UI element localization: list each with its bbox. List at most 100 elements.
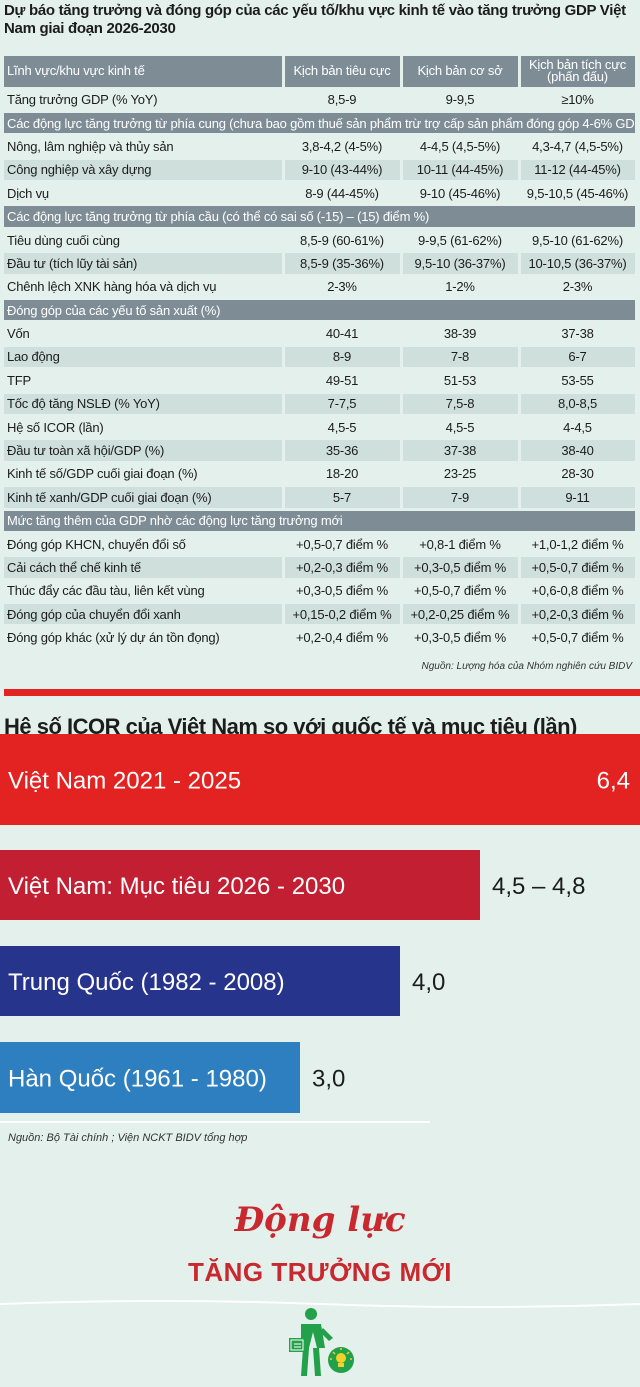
bar-1 bbox=[0, 850, 480, 920]
row-label: Chênh lệch XNK hàng hóa và dịch vụ bbox=[4, 275, 285, 301]
row-label: Công nghiệp và xây dựng bbox=[4, 158, 285, 184]
row-label: Tốc độ tăng NSLĐ (% YoY) bbox=[4, 392, 285, 417]
cell-base: 1-2% bbox=[401, 275, 521, 301]
cell-negative: +0,2-0,4 điểm % bbox=[283, 625, 403, 651]
value-label: 3,0 bbox=[312, 1066, 345, 1093]
cell-base: +0,3-0,5 điểm % bbox=[401, 625, 521, 651]
cell-negative: +0,3-0,5 điểm % bbox=[283, 579, 403, 605]
table-row: Công nghiệp và xây dựng 9-10 (43-44%) 10-1… bbox=[4, 158, 638, 184]
icor-bar-chart: Việt Nam 2021 - 2025 6,4 Việt Nam: Mục tiê… bbox=[0, 734, 640, 1123]
row-label: Kinh tế xanh/GDP cuối giai đoạn (%) bbox=[4, 485, 285, 511]
cell-base: 4-4,5 (4,5-5%) bbox=[401, 134, 521, 160]
cell-positive: 4,3-4,7 (4,5-5%) bbox=[519, 134, 638, 160]
cell-base: 51-53 bbox=[401, 368, 521, 394]
header-positive-scenario: Kịch bản tích cực (phấn đấu) bbox=[519, 56, 638, 90]
chart-source: Nguồn: Bộ Tài chính ; Viện NCKT BIDV tổn… bbox=[8, 1132, 248, 1144]
cell-base: 10-11 (44-45%) bbox=[401, 158, 521, 184]
header-negative-scenario: Kịch bản tiêu cực bbox=[283, 56, 403, 90]
cell-positive: +0,2-0,3 điểm % bbox=[519, 602, 638, 628]
red-divider bbox=[4, 689, 640, 696]
table-row: Thúc đẩy các đầu tàu, liên kết vùng +0,3-… bbox=[4, 579, 638, 605]
businessman-lightbulb-icon bbox=[289, 1308, 354, 1376]
cell-negative: 8,5-9 (35-36%) bbox=[283, 251, 403, 277]
cell-base: 4,5-5 bbox=[401, 415, 521, 441]
cell-positive: +0,5-0,7 điểm % bbox=[519, 555, 638, 581]
header-sector: Lĩnh vực/khu vực kinh tế bbox=[4, 56, 285, 90]
table-header-row: Lĩnh vực/khu vực kinh tế Kịch bản tiêu c… bbox=[4, 56, 638, 90]
cell-positive: 6-7 bbox=[519, 345, 638, 371]
cell-negative: 49-51 bbox=[283, 368, 403, 394]
footer-title-line1: Động lực bbox=[234, 1200, 406, 1240]
value-label: 4,0 bbox=[412, 969, 445, 996]
table-row: Chênh lệch XNK hàng hóa và dịch vụ 2-3% 1-… bbox=[4, 275, 638, 301]
row-label: Thúc đẩy các đầu tàu, liên kết vùng bbox=[4, 579, 285, 605]
row-label: Dịch vụ bbox=[4, 181, 285, 207]
table-row: Tiêu dùng cuối cùng 8,5-9 (60-61%) 9-9,5 (… bbox=[4, 228, 638, 254]
row-label: Đóng góp KHCN, chuyển đổi số bbox=[4, 532, 285, 558]
row-label: Đóng góp của chuyển đổi xanh bbox=[4, 602, 285, 628]
row-label: Vốn bbox=[4, 321, 285, 347]
cell-negative: 18-20 bbox=[283, 462, 403, 488]
section-header-row: Các động lực tăng trưởng từ phía cầu (có… bbox=[4, 204, 638, 230]
cell-negative: 35-36 bbox=[283, 438, 403, 464]
table-row: Đóng góp của chuyển đổi xanh +0,15-0,2 đi… bbox=[4, 602, 638, 628]
cell-negative: 5-7 bbox=[283, 485, 403, 511]
cell-positive: 2-3% bbox=[519, 275, 638, 301]
table-row: Tăng trưởng GDP (% YoY) 8,5-9 9-9,5 ≥10% bbox=[4, 88, 638, 113]
row-label: Cải cách thể chế kinh tế bbox=[4, 555, 285, 581]
table-row: Cải cách thể chế kinh tế +0,2-0,3 điểm % +… bbox=[4, 555, 638, 581]
category-label: Việt Nam 2021 - 2025 bbox=[8, 768, 241, 795]
cell-negative: 40-41 bbox=[283, 321, 403, 347]
forecast-table: Lĩnh vực/khu vực kinh tế Kịch bản tiêu c… bbox=[4, 56, 638, 651]
cell-base: 9-9,5 bbox=[401, 88, 521, 113]
cell-base: 7-9 bbox=[401, 485, 521, 511]
section-header-row: Đóng góp của các yếu tố sản xuất (%) bbox=[4, 298, 638, 324]
header-positive-line2: (phấn đấu) bbox=[547, 69, 608, 85]
footer-title-line2: TĂNG TRƯỞNG MỚI bbox=[187, 1257, 453, 1287]
cell-base: +0,5-0,7 điểm % bbox=[401, 579, 521, 605]
cell-positive: ≥10% bbox=[519, 88, 638, 113]
row-label: Tăng trưởng GDP (% YoY) bbox=[4, 88, 285, 113]
cell-base: 9-9,5 (61-62%) bbox=[401, 228, 521, 254]
table-row: Đầu tư toàn xã hội/GDP (%) 35-36 37-38 38-4… bbox=[4, 438, 638, 464]
table-row: Dịch vụ 8-9 (44-45%) 9-10 (45-46%) 9,5-10,5… bbox=[4, 181, 638, 207]
section-header-row: Mức tăng thêm của GDP nhờ các động lực t… bbox=[4, 509, 638, 534]
cell-base: +0,2-0,25 điểm % bbox=[401, 602, 521, 628]
cell-base: 23-25 bbox=[401, 462, 521, 488]
header-base-scenario: Kịch bản cơ sở bbox=[401, 56, 521, 90]
cell-negative: 8,5-9 bbox=[283, 88, 403, 113]
table-title: Dự báo tăng trưởng và đóng góp của các y… bbox=[4, 2, 626, 37]
cell-positive: 8,0-8,5 bbox=[519, 392, 638, 417]
table-row: Lao động 8-9 7-8 6-7 bbox=[4, 345, 638, 371]
table-row: Đầu tư (tích lũy tài sản) 8,5-9 (35-36%) 9… bbox=[4, 251, 638, 277]
row-label: Đầu tư (tích lũy tài sản) bbox=[4, 251, 285, 277]
row-label: TFP bbox=[4, 368, 285, 394]
row-label: Nông, lâm nghiệp và thủy sản bbox=[4, 134, 285, 160]
cell-base: 7-8 bbox=[401, 345, 521, 371]
cell-base: 7,5-8 bbox=[401, 392, 521, 417]
cell-positive: 37-38 bbox=[519, 321, 638, 347]
cell-positive: 9,5-10,5 (45-46%) bbox=[519, 181, 638, 207]
section-header: Đóng góp của các yếu tố sản xuất (%) bbox=[4, 298, 638, 324]
cell-positive: 28-30 bbox=[519, 462, 638, 488]
category-label: Việt Nam: Mục tiêu 2026 - 2030 bbox=[8, 873, 345, 900]
table-row: Đóng góp KHCN, chuyển đổi số +0,5-0,7 điể… bbox=[4, 532, 638, 558]
cell-negative: 2-3% bbox=[283, 275, 403, 301]
cell-negative: +0,5-0,7 điểm % bbox=[283, 532, 403, 558]
table-row: Hệ số ICOR (lần) 4,5-5 4,5-5 4-4,5 bbox=[4, 415, 638, 441]
cell-positive: 4-4,5 bbox=[519, 415, 638, 441]
decorative-wave bbox=[0, 1300, 640, 1308]
table-row: Tốc độ tăng NSLĐ (% YoY) 7-7,5 7,5-8 8,0-8,… bbox=[4, 392, 638, 417]
table-row: Kinh tế số/GDP cuối giai đoạn (%) 18-20 23… bbox=[4, 462, 638, 488]
cell-negative: 8,5-9 (60-61%) bbox=[283, 228, 403, 254]
table-row: Đóng góp khác (xử lý dự án tồn đọng) +0,2… bbox=[4, 625, 638, 651]
cell-negative: 3,8-4,2 (4-5%) bbox=[283, 134, 403, 160]
bar-0 bbox=[0, 734, 640, 825]
section-header-row: Các động lực tăng trưởng từ phía cung (c… bbox=[4, 111, 638, 137]
bar-2 bbox=[0, 946, 400, 1016]
cell-base: 38-39 bbox=[401, 321, 521, 347]
row-label: Kinh tế số/GDP cuối giai đoạn (%) bbox=[4, 462, 285, 488]
cell-base: 9-10 (45-46%) bbox=[401, 181, 521, 207]
cell-positive: +1,0-1,2 điểm % bbox=[519, 532, 638, 558]
category-label: Hàn Quốc (1961 - 1980) bbox=[8, 1066, 267, 1093]
